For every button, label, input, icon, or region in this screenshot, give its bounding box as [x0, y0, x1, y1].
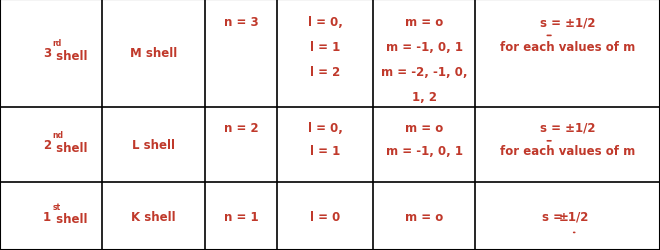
Text: 1: 1 [43, 210, 51, 223]
Text: m = -1, 0, 1: m = -1, 0, 1 [385, 41, 463, 54]
Text: m = o: m = o [405, 210, 443, 223]
Text: s = ±1/2: s = ±1/2 [540, 121, 595, 134]
Text: 3: 3 [43, 47, 51, 60]
Text: l = 2: l = 2 [310, 66, 340, 79]
Text: nd: nd [53, 130, 63, 140]
Text: for each values of m: for each values of m [500, 41, 635, 54]
Text: l = 0,: l = 0, [308, 16, 343, 29]
Text: shell: shell [51, 212, 87, 225]
Text: m = o: m = o [405, 121, 443, 134]
Text: shell: shell [51, 141, 87, 154]
Text: l = 0,: l = 0, [308, 121, 343, 134]
Text: n = 3: n = 3 [224, 16, 258, 29]
Text: ±1/2: ±1/2 [559, 210, 589, 223]
Text: 1, 2: 1, 2 [412, 91, 436, 104]
Text: 2: 2 [43, 138, 51, 151]
Text: rd: rd [53, 39, 62, 48]
Text: m = -1, 0, 1: m = -1, 0, 1 [385, 145, 463, 158]
Text: s = ±1/2: s = ±1/2 [540, 16, 595, 29]
Text: for each values of m: for each values of m [500, 145, 635, 158]
Text: l = 1: l = 1 [310, 41, 340, 54]
Text: l = 1: l = 1 [310, 145, 340, 158]
Text: s =: s = [543, 210, 568, 223]
Text: n = 1: n = 1 [224, 210, 258, 223]
Text: M shell: M shell [130, 47, 177, 60]
Text: st: st [53, 202, 61, 211]
Text: L shell: L shell [132, 138, 175, 151]
Text: shell: shell [51, 50, 87, 63]
Text: n = 2: n = 2 [224, 121, 258, 134]
Text: K shell: K shell [131, 210, 176, 223]
Text: m = o: m = o [405, 16, 443, 29]
Text: l = 0: l = 0 [310, 210, 340, 223]
Text: m = -2, -1, 0,: m = -2, -1, 0, [381, 66, 467, 79]
